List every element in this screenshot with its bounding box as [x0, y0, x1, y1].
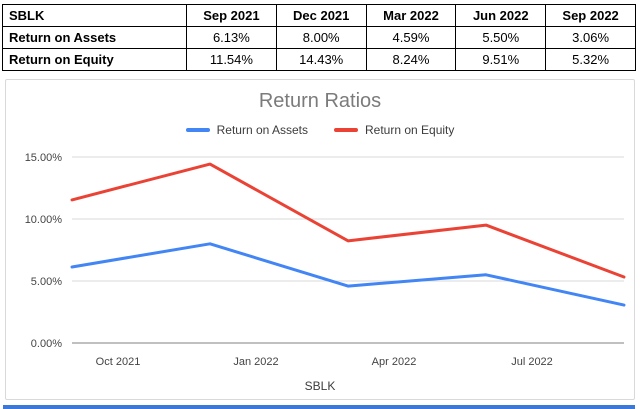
- table-row: Return on Assets 6.13% 8.00% 4.59% 5.50%…: [2, 26, 636, 49]
- svg-text:0.00%: 0.00%: [31, 338, 62, 350]
- value-cell: 4.59%: [365, 26, 457, 49]
- svg-text:Jul 2022: Jul 2022: [511, 356, 553, 368]
- svg-text:5.00%: 5.00%: [31, 276, 62, 288]
- ratio-table: SBLK Sep 2021 Dec 2021 Mar 2022 Jun 2022…: [2, 4, 636, 71]
- legend-item-return-on-equity: Return on Equity: [334, 123, 454, 137]
- line-chart: 0.00% 5.00% 10.00% 15.00% Oct 2021 Jan 2022 Ap…: [25, 152, 626, 368]
- table-row: Return on Equity 11.54% 14.43% 8.24% 9.5…: [2, 48, 636, 71]
- svg-text:Apr 2022: Apr 2022: [372, 356, 417, 368]
- chart-legend: Return on Assets Return on Equity: [8, 121, 632, 139]
- column-header: Jun 2022: [455, 4, 547, 27]
- svg-text:Jan 2022: Jan 2022: [233, 356, 278, 368]
- svg-text:10.00%: 10.00%: [25, 214, 63, 226]
- value-cell: 8.00%: [275, 26, 367, 49]
- chart-title: Return Ratios: [258, 90, 382, 112]
- table-header-row: SBLK Sep 2021 Dec 2021 Mar 2022 Jun 2022…: [2, 4, 636, 27]
- svg-text:Oct 2021: Oct 2021: [96, 356, 141, 368]
- value-cell: 5.50%: [455, 26, 547, 49]
- value-cell: 14.43%: [275, 48, 367, 71]
- column-header: Mar 2022: [365, 4, 457, 27]
- value-cell: 5.32%: [545, 48, 636, 71]
- row-label: Return on Assets: [2, 26, 187, 49]
- value-cell: 6.13%: [186, 26, 277, 49]
- ticker-cell: SBLK: [2, 4, 187, 27]
- next-section-strip: [3, 405, 635, 409]
- row-label: Return on Equity: [2, 48, 187, 71]
- value-cell: 11.54%: [186, 48, 277, 71]
- value-cell: 9.51%: [455, 48, 547, 71]
- svg-text:15.00%: 15.00%: [25, 152, 63, 164]
- value-cell: 8.24%: [365, 48, 457, 71]
- legend-label: Return on Equity: [365, 123, 455, 137]
- value-cell: 3.06%: [545, 26, 636, 49]
- legend-label: Return on Assets: [216, 123, 308, 137]
- legend-item-return-on-assets: Return on Assets: [185, 123, 308, 137]
- column-header: Dec 2021: [275, 4, 367, 27]
- line-swatch-icon: [334, 128, 358, 132]
- chart-container: Return Ratios Return on Assets Return on…: [5, 79, 635, 400]
- line-swatch-icon: [185, 128, 210, 132]
- column-header: Sep 2021: [186, 4, 277, 27]
- column-header: Sep 2022: [545, 4, 636, 27]
- x-axis-title: SBLK: [304, 379, 336, 393]
